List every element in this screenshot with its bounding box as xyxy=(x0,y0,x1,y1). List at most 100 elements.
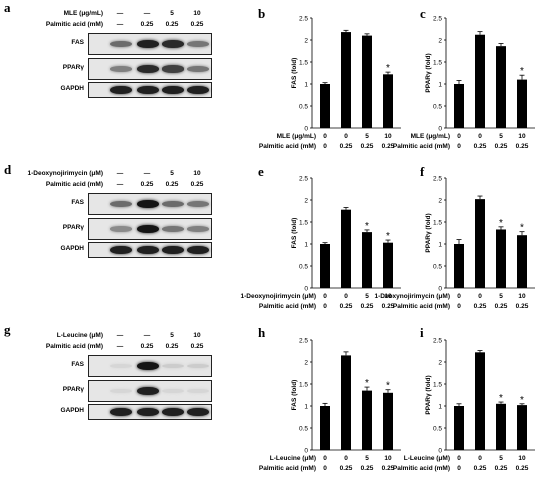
x-category-value: 0 xyxy=(478,293,482,300)
y-tick-label: 0 xyxy=(438,125,442,132)
y-tick-label: 0.5 xyxy=(299,103,308,110)
bar xyxy=(475,352,485,450)
treatment-value: 5 xyxy=(170,170,174,177)
x-category-value: 0 xyxy=(323,293,327,300)
x-category-value: 5 xyxy=(499,455,503,462)
western-blot-g: L-Leucine (μM) Palmitic acid (mM) — — 5 10 — 0.… xyxy=(0,322,240,432)
x-category-value: 5 xyxy=(365,133,369,140)
western-blot-a: MLE (μg/mL) Palmitic acid (mM) — — 5 10 — 0.25 0… xyxy=(0,0,240,110)
x-category-value: 10 xyxy=(518,293,526,300)
significance-star: * xyxy=(520,395,524,406)
protein-band xyxy=(187,388,209,394)
y-tick-label: 1 xyxy=(438,403,442,410)
palmitic-acid-value: 0.25 xyxy=(140,181,154,188)
x-category-value: 0 xyxy=(323,133,327,140)
x-category-value: 0 xyxy=(478,455,482,462)
y-tick-label: 0 xyxy=(304,125,308,132)
significance-star: * xyxy=(386,63,390,74)
protein-band xyxy=(162,39,184,49)
y-axis-label: FAS (fold) xyxy=(291,218,298,249)
x-row-label: 1-Deoxynojirimycin (μM) xyxy=(241,293,317,300)
x-category-value: 0.25 xyxy=(474,143,487,150)
bar-chart-c: PPARγ (fold) 0 0.5 1 1.5 2 2.5 0 0 0 0.25 5 0.25 * 10 0… xyxy=(393,15,535,150)
treatment-value: — xyxy=(143,10,151,17)
x-category-value: 0 xyxy=(344,293,348,300)
treatment-value: 5 xyxy=(170,10,174,17)
protein-band xyxy=(110,388,132,394)
blot-strip xyxy=(88,242,212,258)
blot-row-label: GAPDH xyxy=(60,407,84,414)
y-tick-label: 0.5 xyxy=(433,103,442,110)
treatment-value: — xyxy=(116,332,124,339)
x-category-value: 0 xyxy=(457,455,461,462)
protein-band xyxy=(187,245,209,255)
y-axis-label: PPARγ (fold) xyxy=(425,53,432,92)
protein-band xyxy=(187,407,209,417)
blot-strip xyxy=(88,355,212,377)
y-tick-label: 1.5 xyxy=(433,219,442,226)
x-category-value: 0 xyxy=(323,143,327,150)
protein-band xyxy=(137,199,159,209)
x-category-value: 0.25 xyxy=(516,143,529,150)
bar xyxy=(475,34,485,128)
palmitic-acid-value: 0.25 xyxy=(165,181,179,188)
bar xyxy=(383,74,393,128)
x-category-value: 10 xyxy=(518,455,526,462)
significance-star: * xyxy=(520,223,524,234)
blot-strip xyxy=(88,58,212,80)
x-row-label: L-Leucine (μM) xyxy=(270,455,316,462)
bar xyxy=(320,244,330,288)
panel-letter-d: d xyxy=(4,162,12,177)
x-row-label: 1-Deoxynojirimycin (μM) xyxy=(375,293,451,300)
palmitic-acid-label: Palmitic acid (mM) xyxy=(45,343,103,350)
bar xyxy=(517,79,527,128)
bar xyxy=(496,229,506,288)
x-category-value: 5 xyxy=(365,293,369,300)
panel-letter-a: a xyxy=(4,0,11,15)
x-category-value: 0 xyxy=(344,455,348,462)
protein-band xyxy=(162,363,184,369)
palmitic-acid-value: 0.25 xyxy=(190,343,204,350)
bar xyxy=(517,405,527,450)
x-category-value: 0.25 xyxy=(382,143,395,150)
x-category-value: 10 xyxy=(518,133,526,140)
significance-star: * xyxy=(386,381,390,392)
y-tick-label: 2.5 xyxy=(299,175,308,182)
bar-chart-e: FAS (fold) 0 0.5 1 1.5 2 2.5 0 0 0 0.25 * 5 0.25 * 10 0.… xyxy=(241,175,401,310)
blot-strip xyxy=(88,82,212,98)
y-tick-label: 2.5 xyxy=(299,337,308,344)
x-category-value: 10 xyxy=(384,133,392,140)
x-row-label: MLE (μg/mL) xyxy=(277,133,316,140)
treatment-value: — xyxy=(143,332,151,339)
bar xyxy=(383,242,393,288)
protein-band xyxy=(162,245,184,255)
treatment-value: — xyxy=(116,170,124,177)
y-tick-label: 1.5 xyxy=(433,381,442,388)
panel-letter-g: g xyxy=(4,322,11,337)
blot-row-label: PPARγ xyxy=(62,386,84,393)
x-row-label: MLE (μg/mL) xyxy=(411,133,450,140)
palmitic-acid-value: 0.25 xyxy=(165,21,179,28)
blot-strip xyxy=(88,218,212,240)
y-tick-label: 0 xyxy=(438,447,442,454)
protein-band xyxy=(162,388,184,394)
y-tick-label: 1 xyxy=(304,81,308,88)
bar xyxy=(362,232,372,288)
bar-chart-b: FAS (fold) 0 0.5 1 1.5 2 2.5 0 0 0 0.25 5 0.25 * 10 0.2… xyxy=(259,15,401,150)
palmitic-acid-label: Palmitic acid (mM) xyxy=(45,181,103,188)
treatment-value: 10 xyxy=(193,10,201,17)
x-category-value: 0 xyxy=(323,303,327,310)
treatment-value: 10 xyxy=(193,170,201,177)
palmitic-acid-value: 0.25 xyxy=(190,21,204,28)
bar xyxy=(454,244,464,288)
protein-band xyxy=(110,65,132,73)
y-tick-label: 2 xyxy=(304,359,308,366)
x-row-label: L-Leucine (μM) xyxy=(404,455,450,462)
protein-band xyxy=(137,407,159,417)
protein-band xyxy=(110,407,132,417)
protein-band xyxy=(187,225,209,233)
blot-row-label: FAS xyxy=(71,199,84,206)
blot-strip xyxy=(88,404,212,420)
y-tick-label: 2.5 xyxy=(433,175,442,182)
bar xyxy=(341,355,351,450)
